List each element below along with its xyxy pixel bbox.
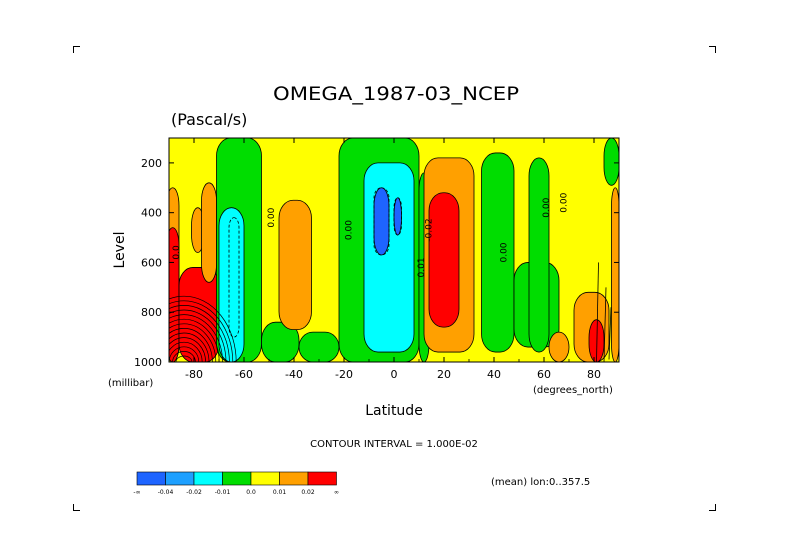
contour-line-dense: [169, 318, 220, 362]
legend-swatch: [250, 471, 280, 486]
chart-units: (Pascal/s): [171, 110, 247, 129]
contour-region-red: [428, 192, 460, 328]
legend-label: 0.01: [273, 489, 287, 496]
y-axis-unit-label: (millibar): [108, 378, 153, 389]
contour-region-orange: [611, 187, 619, 362]
contour-region-green: [481, 152, 515, 353]
contour-label: 0.01: [417, 257, 427, 277]
contour-line-dense: [175, 355, 193, 362]
crop-mark-bottom-left: [73, 504, 80, 511]
legend-swatch: [307, 471, 337, 486]
contour-line-negative: [373, 187, 390, 256]
legend-label: ∞: [334, 489, 339, 496]
x-tick-label: 20: [437, 368, 451, 381]
y-axis-title: Level: [112, 232, 128, 269]
contour-region-cyan: [218, 207, 245, 362]
contour-region-blue: [373, 187, 390, 256]
legend-label: 0.02: [301, 489, 315, 496]
legend-label: -0.02: [186, 489, 202, 496]
contour-line-dense: [169, 341, 203, 362]
contour-line-dense: [169, 295, 237, 362]
legend-swatch: [165, 471, 195, 486]
contour-line-dense: [169, 314, 223, 362]
contour-fill-group: [169, 138, 619, 362]
x-tick-label: 40: [487, 368, 501, 381]
contour-region-green: [298, 331, 340, 362]
legend-swatch: [193, 471, 223, 486]
contour-interval-note: CONTOUR INTERVAL = 1.000E-02: [310, 439, 478, 450]
crop-mark-top-left: [73, 46, 80, 53]
contour-label: 0.00: [542, 197, 552, 217]
chart-title: OMEGA_1987-03_NCEP: [273, 83, 519, 105]
legend-label: -0.01: [215, 489, 231, 496]
contour-line-negative: [393, 197, 402, 236]
contour-line: [603, 287, 607, 362]
contour-region-green: [528, 157, 550, 353]
contour-region-cyan: [363, 162, 415, 353]
x-axis-unit-label: (degrees_north): [533, 385, 613, 396]
legend-label: -0.04: [158, 489, 174, 496]
y-tick-label: 400: [141, 207, 162, 220]
contour-label: -0.02: [425, 218, 435, 241]
x-tick-label: -80: [185, 368, 203, 381]
contour-region-red: [588, 319, 605, 362]
y-tick-label: 600: [141, 256, 162, 269]
legend-swatch: [222, 471, 252, 486]
color-legend: -∞ -0.04 -0.02 -0.01 0.0 0.01 0.02 ∞: [133, 471, 339, 496]
contour-line-dense: [169, 337, 206, 362]
contour-line: [608, 307, 612, 360]
contour-line: [596, 262, 599, 362]
contour-label: 0.00: [500, 242, 510, 262]
contour-label: 0.00: [345, 220, 355, 240]
contour-label: 0.0: [172, 245, 182, 260]
contour-region-orange: [278, 199, 312, 331]
contour-region-blue: [393, 197, 402, 236]
legend-label: 0.0: [246, 489, 256, 496]
legend-swatch: [136, 471, 166, 486]
contour-region-orange: [201, 182, 217, 283]
crop-mark-top-right: [709, 46, 716, 53]
x-tick-label: 0: [391, 368, 398, 381]
contour-region-orange: [548, 331, 570, 362]
x-tick-label: -60: [235, 368, 253, 381]
x-tick-label: -20: [335, 368, 353, 381]
contour-line-negative: [228, 217, 240, 338]
mean-longitude-note: (mean) lon:0..357.5: [491, 477, 590, 488]
y-tick-label: 200: [141, 157, 162, 170]
x-tick-label: 80: [587, 368, 601, 381]
crop-mark-bottom-right: [709, 504, 716, 511]
legend-label: -∞: [133, 489, 140, 496]
contour-region-green: [603, 138, 619, 186]
x-axis-title: Latitude: [365, 403, 423, 419]
x-tick-label: 60: [537, 368, 551, 381]
contour-label: 0.00: [267, 207, 277, 227]
contour-label: 0.00: [560, 192, 570, 212]
y-tick-label: 800: [141, 306, 162, 319]
legend-swatch: [279, 471, 309, 486]
contour-line-dense: [169, 309, 227, 362]
y-tick-label: 1000: [134, 356, 162, 369]
x-tick-label: -40: [285, 368, 303, 381]
contour-line-dense: [169, 332, 210, 362]
